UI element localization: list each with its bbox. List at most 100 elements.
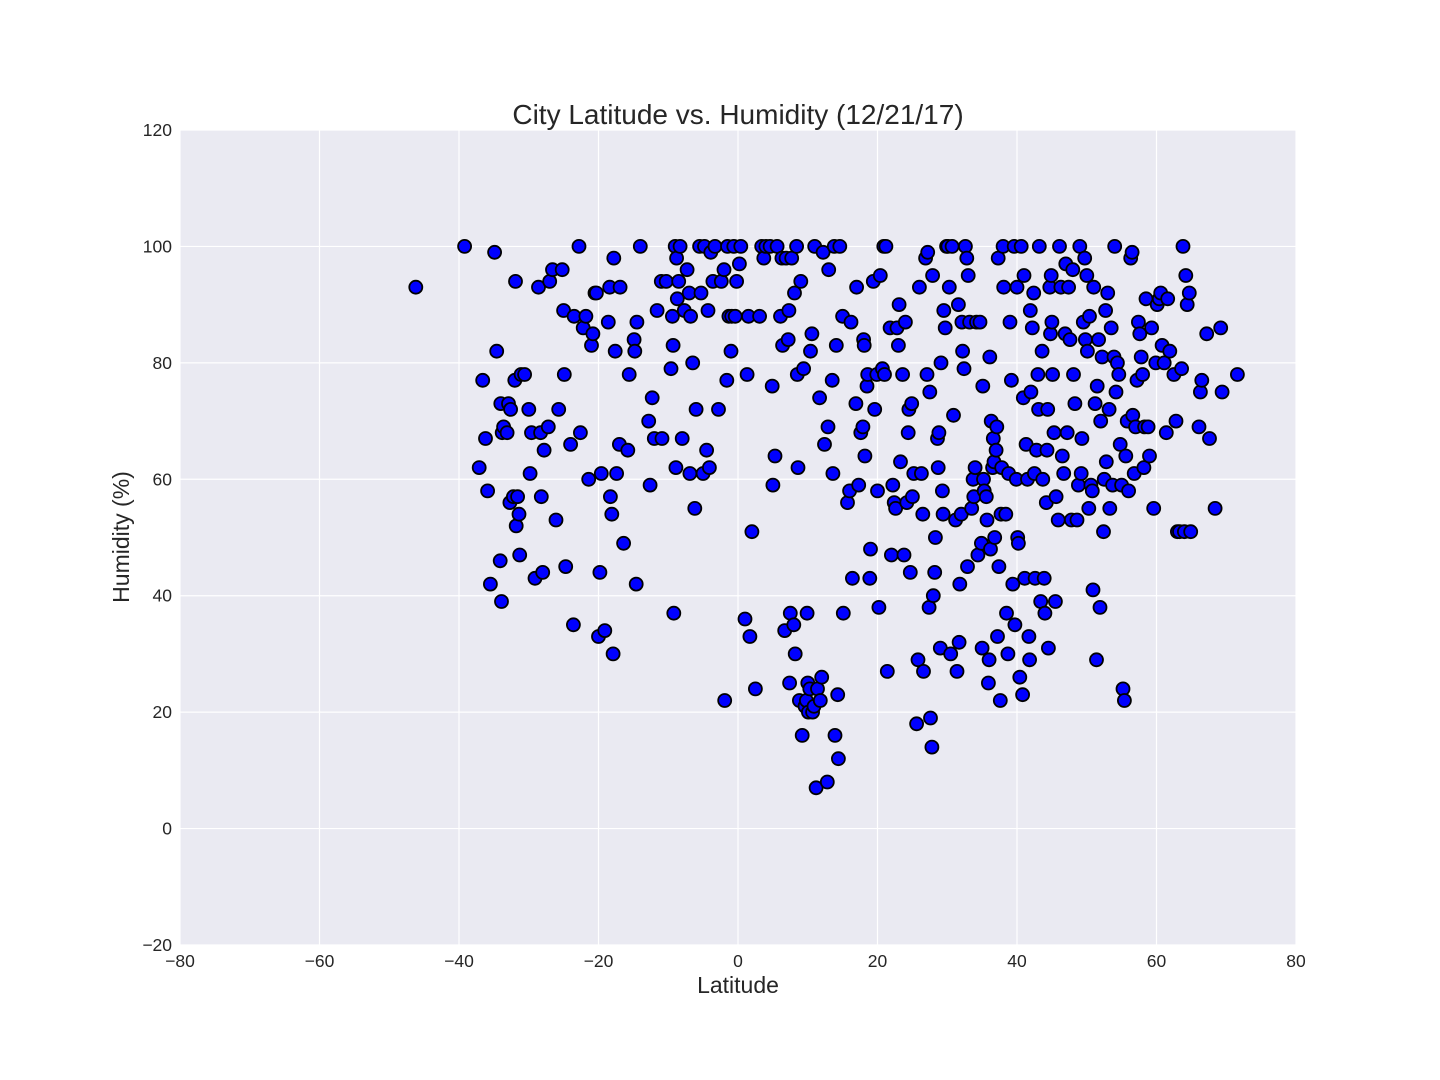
data-point [628,576,644,592]
data-point [1046,425,1062,441]
data-point [1054,448,1070,464]
data-point [632,238,648,254]
data-point [629,314,645,330]
data-point [814,669,830,685]
data-point [991,559,1007,574]
data-point [605,646,621,662]
data-point [606,250,622,266]
data-point [687,500,703,516]
data-point [843,314,859,330]
data-point [665,337,681,353]
data-point [990,629,1005,644]
data-point [979,512,995,528]
data-point [935,483,950,499]
data-point [1230,367,1245,382]
data-point [922,384,938,400]
data-point [1048,489,1064,505]
data-point [808,780,824,796]
data-point [1024,320,1040,336]
data-point [471,460,487,476]
data-point [597,623,613,638]
data-point [1037,605,1053,621]
data-point [1174,361,1189,377]
data-point [609,466,624,481]
x-tick-label: 20 [868,951,888,971]
data-point [885,477,901,493]
data-point [851,477,867,493]
data-point [1007,617,1023,633]
data-point [535,565,551,580]
data-point [862,570,878,586]
data-point [827,728,843,743]
y-tick-label: 100 [143,236,172,256]
data-point [941,279,957,295]
data-point [787,285,802,301]
data-point [1012,669,1028,685]
data-point [974,640,990,656]
data-point [1036,570,1052,586]
data-point [898,314,913,330]
data-point [487,244,503,260]
data-point [729,273,744,289]
data-point [1100,285,1116,301]
data-point [1040,401,1056,417]
data-point [1067,396,1083,412]
data-point [891,337,906,353]
data-point [1074,431,1090,446]
data-point [857,448,873,464]
x-tick-label: −60 [305,951,335,971]
data-point [1178,268,1194,283]
data-point [1022,652,1037,668]
data-point [1111,367,1127,382]
data-point [959,250,975,266]
data-point [931,425,947,441]
data-point [642,477,658,493]
data-point [512,547,528,563]
data-point [1103,320,1119,336]
data-point [1052,238,1067,254]
data-point [1062,332,1078,348]
data-point [1066,367,1081,382]
data-point [1098,454,1114,470]
data-point [981,652,997,668]
data-point [1132,326,1148,342]
data-point [649,303,665,318]
data-point [855,419,871,435]
data-point [920,244,936,260]
data-point [1034,343,1050,359]
data-point [916,664,931,679]
data-point [627,343,643,359]
data-point [871,600,887,615]
data-point [817,436,832,452]
data-point [1065,262,1081,278]
data-point [511,506,527,522]
data-point [571,238,587,254]
data-point [1117,693,1132,708]
data-point [663,361,679,377]
data-point [796,361,811,377]
data-point [517,367,532,382]
data-point [669,291,685,307]
data-point [1144,320,1159,336]
data-point [988,442,1004,458]
data-point [1087,396,1103,412]
data-point [987,530,1003,545]
data-point [787,646,803,662]
data-point [717,693,733,708]
data-point [790,460,806,476]
data-point [804,326,820,342]
data-point [1013,238,1029,254]
data-point [914,466,929,481]
data-point [1031,238,1047,254]
data-point [951,634,967,650]
data-point [1000,646,1016,662]
data-point [702,460,717,476]
data-point [499,425,515,441]
data-point [489,343,505,359]
data-point [782,675,797,691]
x-tick-label: −20 [584,951,614,971]
data-point [482,576,498,592]
data-point [896,547,912,563]
data-point [480,483,496,499]
data-point [935,506,951,522]
